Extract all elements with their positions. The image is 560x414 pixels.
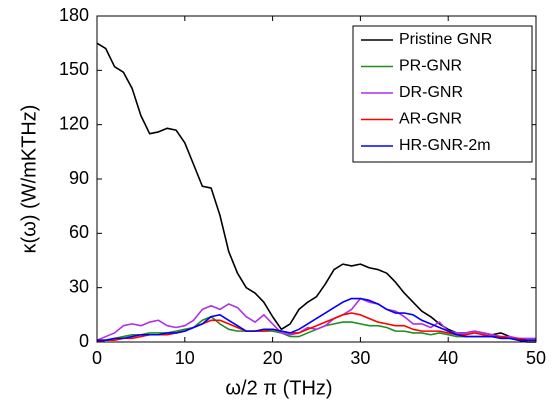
legend-label: DR-GNR	[399, 84, 463, 101]
line-series	[96, 297, 536, 341]
legend-label: AR-GNR	[399, 111, 462, 128]
y-tick-label: 120	[59, 113, 89, 133]
x-tick-label: 50	[526, 348, 546, 368]
y-tick-label: 180	[59, 5, 89, 25]
legend-box	[352, 25, 533, 163]
x-tick-label: 40	[438, 348, 458, 368]
x-tick-label: 30	[350, 348, 370, 368]
plot-frame	[96, 15, 537, 343]
legend-label: HR-GNR-2m	[399, 137, 491, 154]
x-tick-label: 20	[263, 348, 283, 368]
legend-label: Pristine GNR	[399, 31, 492, 48]
y-tick-label: 60	[69, 222, 89, 242]
y-axis-label: κ(ω) (W/mKTHz)	[18, 105, 40, 254]
y-tick-label: 150	[59, 59, 89, 79]
y-tick-label: 30	[69, 276, 89, 296]
x-tick-label: 10	[175, 348, 195, 368]
y-tick-label: 90	[69, 168, 89, 188]
line-series	[97, 297, 536, 341]
legend-label: PR-GNR	[399, 58, 462, 75]
x-tick-label: 0	[92, 348, 102, 368]
x-axis-label: ω/2 π (THz)	[225, 377, 332, 399]
line-series	[96, 312, 536, 343]
y-tick-label: 0	[79, 331, 89, 351]
